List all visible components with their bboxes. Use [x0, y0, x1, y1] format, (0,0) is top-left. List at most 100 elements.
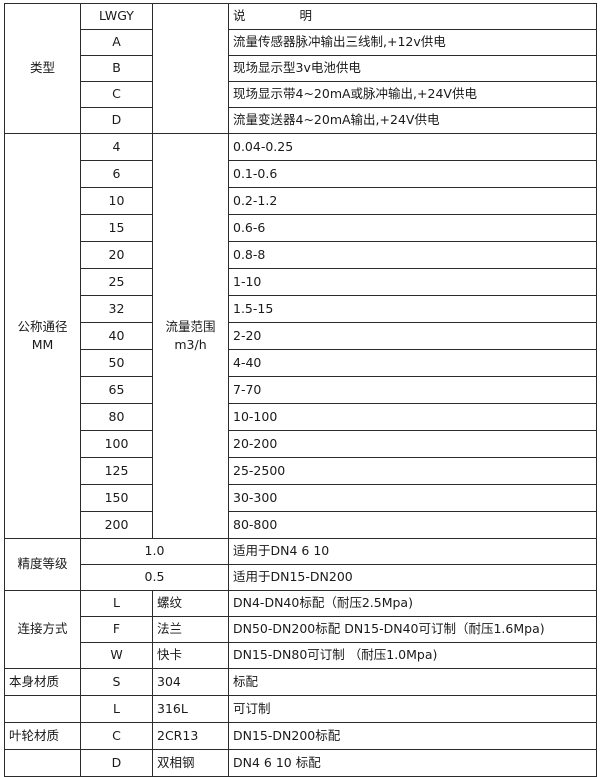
table-row: 连接方式 L 螺纹 DN4-DN40标配（耐压2.5Mpa)	[4, 590, 597, 669]
dn-value: 15	[80, 214, 153, 242]
impeller-material-code: C	[80, 722, 153, 750]
body-material-description: 可订制	[228, 695, 597, 723]
type-description: 现场显示带4~20mA或脉冲输出,+24V供电	[228, 81, 597, 108]
flow-range-value: 0.2-1.2	[228, 187, 597, 215]
table-row: 150 30-300	[5, 484, 597, 512]
table-row: 125 25-2500	[5, 457, 597, 485]
flow-range-value: 0.1-0.6	[228, 160, 597, 188]
body-material-empty-label	[4, 695, 81, 723]
flow-range-label-line1: 流量范围	[165, 318, 216, 334]
impeller-material-description: DN15-DN200标配	[228, 722, 597, 750]
dn-value: 150	[80, 484, 153, 512]
connection-code: F	[80, 616, 153, 643]
dn-value: 6	[80, 160, 153, 188]
connection-name: 法兰	[152, 616, 229, 643]
flow-range-value: 1-10	[228, 268, 597, 296]
table-row: C 现场显示带4~20mA或脉冲输出,+24V供电	[5, 81, 597, 108]
type-code: D	[80, 107, 153, 134]
connection-description: DN15-DN80可订制 （耐压1.0Mpa)	[228, 642, 597, 669]
header-description-part1: 说	[233, 8, 246, 24]
body-material-description: 标配	[228, 668, 597, 696]
dn-value: 40	[80, 322, 153, 350]
specification-table: 类型 LWGY 说明 A 流量传感器脉冲输出三线制,+12v供电 B 现场显示型…	[4, 3, 597, 777]
impeller-material-description: DN4 6 10 标配	[228, 749, 597, 777]
flow-range-label: 流量范围 m3/h	[152, 133, 229, 539]
connection-code: L	[80, 590, 153, 617]
section-label-body-material: 本身材质	[4, 668, 81, 696]
table-row: 精度等级 1.0 适用于DN4 6 10	[4, 538, 597, 591]
flow-range-value: 0.6-6	[228, 214, 597, 242]
body-material-name: 316L	[152, 695, 229, 723]
connection-name: 螺纹	[152, 590, 229, 617]
impeller-material-code: D	[80, 749, 153, 777]
type-description: 流量变送器4~20mA输出,+24V供电	[228, 107, 597, 134]
table-row: 20 0.8-8	[5, 241, 597, 269]
table-row: 15 0.6-6	[5, 214, 597, 242]
table-row: 25 1-10	[5, 268, 597, 296]
body-material-code: L	[80, 695, 153, 723]
dn-value: 80	[80, 403, 153, 431]
dn-value: 32	[80, 295, 153, 323]
flow-range-label-line2: m3/h	[174, 337, 207, 352]
flow-range-value: 2-20	[228, 322, 597, 350]
table-row: 100 20-200	[5, 430, 597, 458]
impeller-material-empty-label	[4, 749, 81, 777]
dn-value: 65	[80, 376, 153, 404]
dn-value: 100	[80, 430, 153, 458]
table-row: B 现场显示型3v电池供电	[5, 55, 597, 82]
flow-range-value: 80-800	[228, 511, 597, 539]
type-description: 现场显示型3v电池供电	[228, 55, 597, 82]
type-description: 流量传感器脉冲输出三线制,+12v供电	[228, 29, 597, 56]
table-row: 80 10-100	[5, 403, 597, 431]
body-material-code: S	[80, 668, 153, 696]
type-code: B	[80, 55, 153, 82]
table-row: 叶轮材质 C 2CR13 DN15-DN200标配	[4, 722, 597, 750]
flow-range-value: 20-200	[228, 430, 597, 458]
table-row: 50 4-40	[5, 349, 597, 377]
section-label-nominal-diameter-text: 公称通径 MM	[9, 318, 76, 354]
dn-value: 20	[80, 241, 153, 269]
table-row: D 双相钢 DN4 6 10 标配	[4, 749, 597, 777]
dn-value: 50	[80, 349, 153, 377]
flow-range-value: 25-2500	[228, 457, 597, 485]
header-description-part2: 明	[299, 8, 313, 24]
section-label-type: 类型	[4, 3, 81, 134]
table-row: 40 2-20	[5, 322, 597, 350]
nominal-diameter-label-line2: MM	[31, 337, 54, 352]
section-label-nominal-diameter: 公称通径 MM	[4, 133, 81, 539]
dn-value: 125	[80, 457, 153, 485]
table-row: L 316L 可订制	[4, 695, 597, 723]
body-material-name: 304	[152, 668, 229, 696]
table-row: 6 0.1-0.6	[5, 160, 597, 188]
connection-description: DN50-DN200标配 DN15-DN40可订制（耐压1.6Mpa)	[228, 616, 597, 643]
dn-value: 200	[80, 511, 153, 539]
table-row: 32 1.5-15	[5, 295, 597, 323]
table-row: W 快卡 DN15-DN80可订制 （耐压1.0Mpa)	[5, 642, 597, 669]
header-blank-cell	[152, 3, 229, 134]
flow-range-value: 0.04-0.25	[228, 133, 597, 161]
table-row: A 流量传感器脉冲输出三线制,+12v供电	[5, 29, 597, 56]
table-row: 65 7-70	[5, 376, 597, 404]
table-row: 10 0.2-1.2	[5, 187, 597, 215]
table-header-row: 类型 LWGY 说明	[4, 3, 597, 134]
type-code: A	[80, 29, 153, 56]
section-label-type-text: 类型	[29, 60, 55, 76]
impeller-material-name: 2CR13	[152, 722, 229, 750]
dn-value: 25	[80, 268, 153, 296]
type-code: C	[80, 81, 153, 108]
flow-range-label-text: 流量范围 m3/h	[157, 318, 224, 354]
flow-range-value: 1.5-15	[228, 295, 597, 323]
accuracy-description: 适用于DN4 6 10	[228, 538, 597, 565]
connection-name: 快卡	[152, 642, 229, 669]
accuracy-grade: 1.0	[80, 538, 229, 565]
table-row: 公称通径 MM 4 流量范围 m3/h 0.04-0.25	[4, 133, 597, 539]
flow-range-value: 10-100	[228, 403, 597, 431]
section-label-accuracy: 精度等级	[4, 538, 81, 591]
connection-code: W	[80, 642, 153, 669]
section-label-connection: 连接方式	[4, 590, 81, 669]
flow-range-value: 30-300	[228, 484, 597, 512]
header-description: 说明	[228, 3, 597, 30]
accuracy-grade: 0.5	[80, 564, 229, 591]
flow-range-value: 4-40	[228, 349, 597, 377]
dn-value: 10	[80, 187, 153, 215]
